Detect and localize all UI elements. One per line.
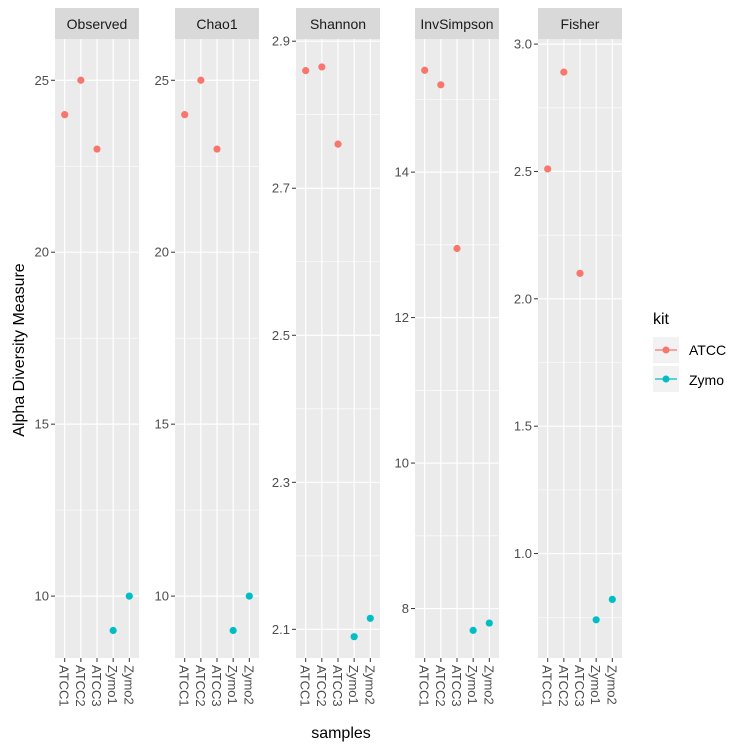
- x-tick-label-invsimpson-atcc3: ATCC3: [449, 665, 464, 707]
- strip-label-observed: Observed: [67, 16, 128, 32]
- y-tick-label-chao1: 20: [155, 245, 169, 260]
- point-observed-zymo2: [125, 592, 133, 600]
- strip-label-fisher: Fisher: [561, 16, 600, 32]
- point-invsimpson-zymo2: [485, 619, 493, 627]
- x-tick-label-fisher-atcc3: ATCC3: [572, 665, 587, 707]
- point-observed-atcc2: [77, 76, 85, 84]
- point-invsimpson-atcc1: [421, 66, 429, 74]
- y-tick-label-invsimpson: 14: [395, 165, 409, 180]
- x-tick-label-fisher-zymo2: Zymo2: [604, 665, 619, 705]
- point-chao1-zymo2: [245, 592, 253, 600]
- point-observed-atcc3: [93, 145, 101, 153]
- y-tick-label-chao1: 15: [155, 417, 169, 432]
- x-tick-label-shannon-zymo1: Zymo1: [346, 665, 361, 705]
- point-invsimpson-zymo1: [469, 626, 477, 634]
- x-tick-label-observed-zymo2: Zymo2: [121, 665, 136, 705]
- strip-chao1: [175, 8, 259, 39]
- x-tick-label-chao1-atcc2: ATCC2: [193, 665, 208, 707]
- y-tick-label-fisher: 2.5: [514, 164, 532, 179]
- x-tick-label-chao1-zymo1: Zymo1: [225, 665, 240, 705]
- point-fisher-zymo2: [608, 595, 616, 604]
- x-tick-label-observed-atcc2: ATCC2: [73, 665, 88, 707]
- point-fisher-atcc1: [544, 165, 552, 173]
- point-chao1-atcc2: [197, 76, 205, 84]
- strip-label-chao1: Chao1: [196, 16, 237, 32]
- y-tick-label-observed: 25: [35, 73, 49, 88]
- y-tick-label-shannon: 2.7: [272, 181, 290, 196]
- strip-label-invsimpson: InvSimpson: [420, 16, 493, 32]
- y-tick-label-observed: 15: [35, 417, 49, 432]
- x-tick-label-invsimpson-atcc2: ATCC2: [433, 665, 448, 707]
- x-tick-label-fisher-atcc1: ATCC1: [540, 665, 555, 707]
- x-tick-label-observed-atcc3: ATCC3: [89, 665, 104, 707]
- point-shannon-atcc2: [318, 63, 326, 71]
- y-tick-label-chao1: 25: [155, 73, 169, 88]
- strip-fisher: [538, 8, 622, 39]
- y-tick-label-invsimpson: 8: [402, 601, 409, 616]
- x-tick-label-chao1-zymo2: Zymo2: [241, 665, 256, 705]
- panel-invsimpson: InvSimpson 8 10 12 14 ATCC1 ATCC2 ATCC3 Zymo1 Zym…: [395, 8, 499, 707]
- panel-chao1: Chao1 10 15 20 25 ATCC1 ATCC2 ATCC3 Zymo1 Zymo2: [155, 8, 259, 707]
- legend: kit ATCC Zymo: [653, 311, 726, 392]
- x-tick-label-shannon-atcc1: ATCC1: [298, 665, 313, 707]
- x-axis-title: samples: [311, 725, 371, 742]
- x-tick-label-invsimpson-zymo2: Zymo2: [481, 665, 496, 705]
- strip-invsimpson: [415, 8, 499, 39]
- x-tick-label-shannon-zymo2: Zymo2: [362, 665, 377, 705]
- y-tick-label-shannon: 2.9: [272, 34, 290, 49]
- legend-key-zymo-point: [662, 375, 670, 383]
- point-fisher-zymo1: [592, 616, 600, 624]
- x-tick-label-invsimpson-zymo1: Zymo1: [465, 665, 480, 705]
- point-invsimpson-atcc3: [453, 244, 461, 253]
- strip-label-shannon: Shannon: [310, 16, 366, 32]
- y-tick-label-observed: 10: [35, 589, 49, 604]
- y-tick-label-invsimpson: 12: [395, 310, 409, 325]
- point-chao1-zymo1: [229, 626, 237, 635]
- legend-label-atcc: ATCC: [689, 342, 726, 358]
- x-tick-label-fisher-atcc2: ATCC2: [556, 665, 571, 707]
- y-tick-label-invsimpson: 10: [395, 456, 409, 471]
- point-chao1-atcc1: [181, 111, 189, 119]
- x-tick-label-fisher-zymo1: Zymo1: [588, 665, 603, 705]
- x-tick-label-chao1-atcc1: ATCC1: [177, 665, 192, 707]
- y-tick-label-observed: 20: [35, 245, 49, 260]
- point-shannon-atcc1: [302, 67, 310, 75]
- legend-key-atcc-point: [662, 346, 670, 354]
- x-tick-label-shannon-atcc2: ATCC2: [314, 665, 329, 707]
- x-tick-label-chao1-atcc3: ATCC3: [209, 665, 224, 707]
- point-invsimpson-atcc2: [437, 81, 445, 89]
- x-tick-label-observed-atcc1: ATCC1: [57, 665, 72, 707]
- point-shannon-zymo1: [350, 633, 358, 641]
- y-tick-label-shannon: 2.1: [272, 622, 290, 637]
- point-shannon-zymo2: [366, 614, 374, 622]
- y-tick-label-fisher: 1.0: [514, 546, 532, 561]
- strip-observed: [55, 8, 139, 39]
- y-tick-label-shannon: 2.3: [272, 475, 290, 490]
- y-tick-label-fisher: 2.0: [514, 291, 532, 306]
- y-tick-label-shannon: 2.5: [272, 328, 290, 343]
- point-observed-atcc1: [61, 111, 69, 119]
- strip-shannon: [296, 8, 380, 39]
- y-axis-title: Alpha Diversity Measure: [11, 263, 28, 437]
- y-tick-label-chao1: 10: [155, 589, 169, 604]
- point-shannon-atcc3: [334, 140, 342, 148]
- x-tick-label-shannon-atcc3: ATCC3: [330, 665, 345, 707]
- point-fisher-atcc2: [560, 68, 568, 76]
- y-tick-label-fisher: 3.0: [514, 37, 532, 52]
- point-observed-zymo1: [109, 626, 117, 635]
- point-fisher-atcc3: [576, 269, 584, 277]
- legend-title: kit: [653, 311, 670, 328]
- panel-observed: Observed 10 15 20 25 ATCC1 ATCC2 ATCC3 Zymo1 Zymo…: [35, 8, 139, 707]
- point-chao1-atcc3: [213, 145, 221, 153]
- legend-label-zymo: Zymo: [689, 372, 724, 388]
- x-tick-label-invsimpson-atcc1: ATCC1: [417, 665, 432, 707]
- y-tick-label-fisher: 1.5: [514, 419, 532, 434]
- x-tick-label-observed-zymo1: Zymo1: [105, 665, 120, 705]
